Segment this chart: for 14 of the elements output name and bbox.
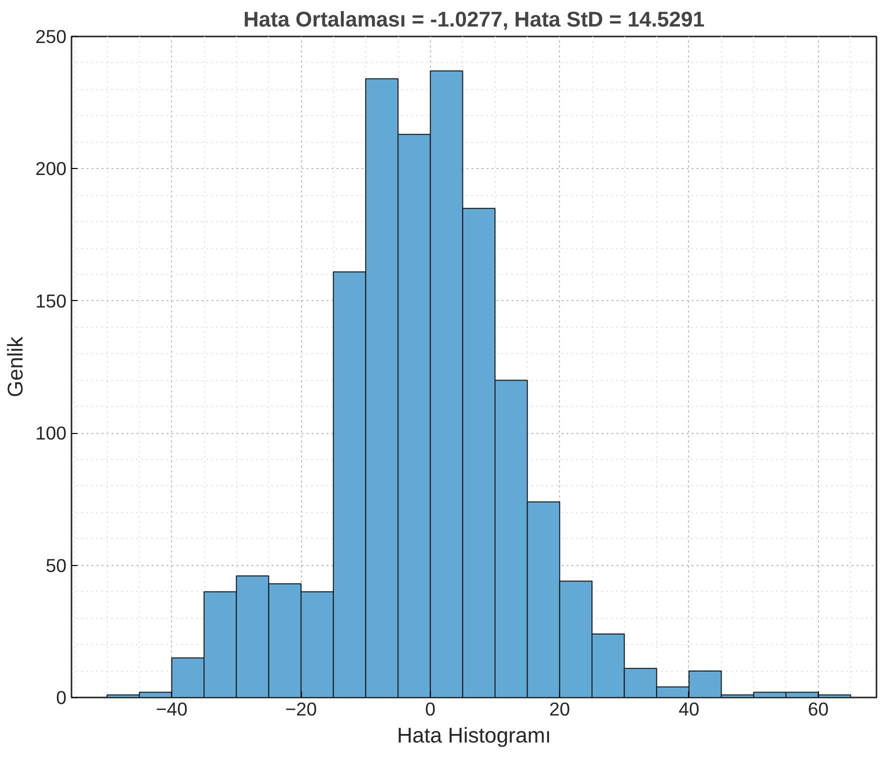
y-tick-label: 250	[35, 26, 67, 47]
x-axis-title: Hata Histogramı	[396, 724, 552, 748]
x-tick-label: 0	[425, 698, 436, 720]
y-tick-label: 50	[46, 554, 67, 576]
chart-title: Hata Ortalaması = -1.0277, Hata StD = 14.5291	[243, 8, 705, 32]
y-tick-label: 100	[35, 422, 67, 444]
x-tick-label: 40	[678, 698, 700, 720]
x-tick-label: 60	[808, 698, 829, 720]
x-tick-label: −40	[156, 698, 188, 720]
y-tick-label: 150	[35, 290, 67, 312]
y-axis-title: Genlik	[3, 336, 28, 398]
x-tick-label: 20	[549, 698, 570, 720]
x-tick-label: −20	[285, 698, 317, 720]
y-tick-label: 200	[35, 158, 67, 180]
